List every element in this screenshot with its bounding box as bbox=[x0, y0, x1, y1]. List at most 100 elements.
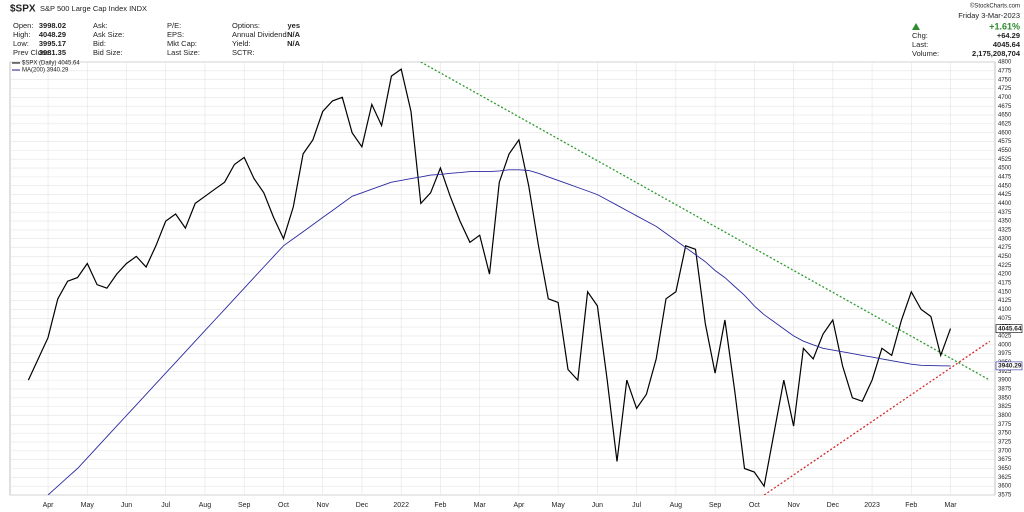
x-tick-label: May bbox=[81, 502, 95, 509]
field-label: Bid Size: bbox=[93, 48, 123, 57]
y-tick-label: 4250 bbox=[998, 254, 1012, 260]
y-tick-label: 3800 bbox=[998, 413, 1012, 419]
price-tag-label: 3940.29 bbox=[998, 363, 1022, 370]
field-label: SCTR: bbox=[232, 48, 255, 57]
field-label: Open: bbox=[13, 21, 33, 30]
field-label: Ask: bbox=[93, 21, 108, 30]
field-label: Last Size: bbox=[167, 48, 200, 57]
field-value: 3981.35 bbox=[39, 48, 66, 57]
y-tick-label: 4750 bbox=[998, 77, 1012, 83]
legend-label: MA(200) 3940.29 bbox=[22, 68, 69, 74]
y-tick-label: 3975 bbox=[998, 351, 1012, 357]
y-tick-label: 4275 bbox=[998, 245, 1012, 251]
price-tag-label: 4045.64 bbox=[998, 325, 1022, 332]
y-tick-label: 4150 bbox=[998, 289, 1012, 295]
x-tick-label: Jun bbox=[121, 502, 132, 509]
field-value: N/A bbox=[287, 30, 301, 39]
field-value: 4048.29 bbox=[39, 30, 66, 39]
y-tick-label: 3875 bbox=[998, 387, 1012, 393]
y-tick-label: 4400 bbox=[998, 201, 1012, 207]
x-tick-label: Jul bbox=[632, 502, 641, 509]
y-tick-label: 4300 bbox=[998, 236, 1012, 242]
y-tick-label: 4625 bbox=[998, 121, 1012, 127]
field-label: Prev Close: bbox=[13, 48, 52, 57]
x-tick-label: Feb bbox=[434, 502, 446, 509]
x-tick-label: Apr bbox=[43, 502, 55, 509]
series-line bbox=[47, 169, 951, 495]
y-tick-label: 4375 bbox=[998, 210, 1012, 216]
y-tick-label: 3575 bbox=[998, 493, 1012, 499]
y-tick-label: 3625 bbox=[998, 475, 1012, 481]
x-tick-label: Apr bbox=[513, 502, 525, 509]
x-tick-label: Jun bbox=[592, 502, 603, 509]
x-tick-label: Oct bbox=[278, 502, 289, 509]
y-tick-label: 4550 bbox=[998, 148, 1012, 154]
y-tick-label: 3725 bbox=[998, 440, 1012, 446]
y-tick-label: 3750 bbox=[998, 431, 1012, 437]
y-tick-label: 3675 bbox=[998, 457, 1012, 463]
y-tick-label: 3850 bbox=[998, 395, 1012, 401]
plot bbox=[27, 62, 991, 495]
x-tick-label: Mar bbox=[474, 502, 487, 509]
y-tick-label: 4100 bbox=[998, 307, 1012, 313]
series-line bbox=[27, 68, 952, 488]
trendline bbox=[763, 340, 991, 495]
field-label: Annual Dividend: bbox=[232, 30, 289, 39]
y-tick-label: 4800 bbox=[998, 60, 1012, 66]
field-value: 3998.02 bbox=[39, 21, 66, 30]
y-tick-label: 4525 bbox=[998, 157, 1012, 163]
quote-value: 4045.64 bbox=[993, 40, 1021, 49]
field-value: yes bbox=[287, 21, 300, 30]
pct-change: +1.61% bbox=[989, 21, 1020, 31]
x-tick-label: 2022 bbox=[393, 502, 409, 509]
field-label: EPS: bbox=[167, 30, 184, 39]
quote-value: +64.29 bbox=[997, 31, 1020, 40]
y-tick-label: 4000 bbox=[998, 342, 1012, 348]
y-tick-label: 4500 bbox=[998, 166, 1012, 172]
y-tick-label: 4600 bbox=[998, 130, 1012, 136]
date: Friday 3-Mar-2023 bbox=[958, 11, 1020, 20]
y-tick-label: 4325 bbox=[998, 227, 1012, 233]
quote-label: Last: bbox=[912, 40, 928, 49]
y-tick-label: 4450 bbox=[998, 183, 1012, 189]
grid bbox=[10, 61, 995, 496]
y-tick-label: 4775 bbox=[998, 68, 1012, 74]
up-arrow bbox=[912, 23, 920, 30]
index-name: S&P 500 Large Cap Index INDX bbox=[40, 4, 147, 13]
y-tick-label: 4200 bbox=[998, 272, 1012, 278]
y-tick-label: 4350 bbox=[998, 219, 1012, 225]
credit: ©StockCharts.com bbox=[970, 3, 1020, 10]
quote-value: 2,175,208,704 bbox=[972, 49, 1021, 58]
x-tick-label: Mar bbox=[945, 502, 958, 509]
x-tick-label: 2023 bbox=[864, 502, 880, 509]
y-tick-label: 4675 bbox=[998, 104, 1012, 110]
x-tick-label: Dec bbox=[827, 502, 840, 509]
x-tick-label: Jul bbox=[161, 502, 170, 509]
field-label: Yield: bbox=[232, 39, 250, 48]
field-value: N/A bbox=[287, 39, 301, 48]
y-tick-label: 3900 bbox=[998, 378, 1012, 384]
x-tick-label: Aug bbox=[670, 502, 683, 509]
price-tag bbox=[995, 361, 1023, 371]
y-tick-label: 4075 bbox=[998, 316, 1012, 322]
price-tag bbox=[995, 324, 1023, 333]
trendline bbox=[420, 62, 991, 381]
y-tick-label: 4025 bbox=[998, 334, 1012, 340]
y-tick-label: 4175 bbox=[998, 280, 1012, 286]
x-tick-label: May bbox=[552, 502, 566, 509]
y-tick-label: 3825 bbox=[998, 404, 1012, 410]
legend-label: $SPX (Daily) 4045.64 bbox=[22, 61, 80, 67]
x-tick-label: Aug bbox=[199, 502, 212, 509]
quote-label: Chg: bbox=[912, 31, 928, 40]
y-tick-label: 4700 bbox=[998, 95, 1012, 101]
field-value: 3995.17 bbox=[39, 39, 66, 48]
y-tick-label: 4650 bbox=[998, 113, 1012, 119]
x-tick-label: Nov bbox=[316, 502, 329, 509]
symbol: $SPX bbox=[10, 4, 36, 15]
x-tick-label: Sep bbox=[238, 502, 251, 509]
y-tick-label: 4475 bbox=[998, 174, 1012, 180]
y-tick-label: 3650 bbox=[998, 466, 1012, 472]
quote-label: Volume: bbox=[912, 49, 939, 58]
field-label: High: bbox=[13, 30, 31, 39]
